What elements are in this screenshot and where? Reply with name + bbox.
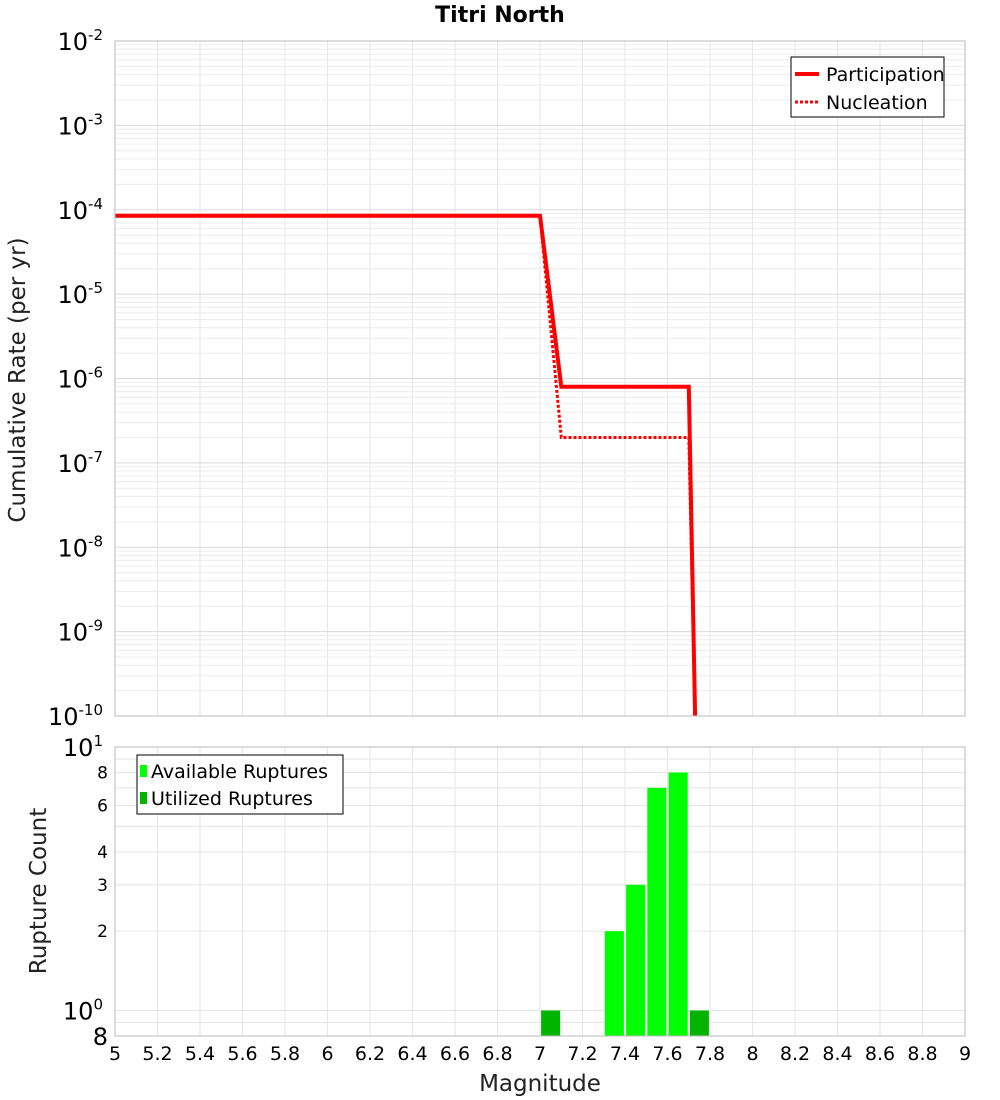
top-plot-frame xyxy=(114,40,966,717)
legend-box xyxy=(790,56,945,118)
x-tick-label: 8.6 xyxy=(865,1043,895,1065)
bar-utilized-ruptures xyxy=(689,1010,709,1036)
legend-label-nucleation: Nucleation xyxy=(826,92,928,114)
top-y-tick-label: 10-4 xyxy=(57,195,103,225)
x-tick-label: 5.2 xyxy=(142,1043,172,1065)
x-tick-label: 7.2 xyxy=(567,1043,597,1065)
tick-base: 10 xyxy=(63,734,94,762)
top-y-tick-label: 10-10 xyxy=(48,701,103,731)
x-tick-label: 8.4 xyxy=(822,1043,852,1065)
legend-label-utilized-ruptures: Utilized Ruptures xyxy=(151,788,313,810)
tick-exponent: -10 xyxy=(79,701,104,719)
legend-label-available-ruptures: Available Ruptures xyxy=(151,761,328,783)
bar-available-ruptures xyxy=(604,931,624,1036)
bottom-y-tick-label: 3 xyxy=(97,876,108,896)
tick-base: 3 xyxy=(97,876,108,896)
tick-base: 10 xyxy=(57,366,88,394)
bottom-y-tick-label: 101 xyxy=(63,732,103,762)
x-tick-label: 5.8 xyxy=(270,1043,300,1065)
tick-exponent: -6 xyxy=(88,364,103,382)
x-tick-label: 8 xyxy=(746,1043,758,1065)
x-tick-label: 7.4 xyxy=(610,1043,640,1065)
top-plot-series xyxy=(115,213,698,717)
bottom-legend: Available Ruptures Utilized Ruptures xyxy=(136,754,344,815)
bar-available-ruptures xyxy=(668,772,688,1036)
legend-label-participation: Participation xyxy=(826,64,945,86)
x-tick-label: 5.6 xyxy=(227,1043,257,1065)
tick-base: 10 xyxy=(57,534,88,562)
top-y-tick-label: 10-5 xyxy=(57,279,103,309)
tick-exponent: -2 xyxy=(88,26,103,44)
tick-base: 10 xyxy=(57,197,88,225)
x-tick-label: 7.6 xyxy=(652,1043,682,1065)
top-y-tick-labels: 10-210-310-410-510-610-710-810-910-10 xyxy=(48,26,103,731)
bottom-y-axis-label: Rupture Count xyxy=(26,808,52,974)
bottom-y-tick-label: 6 xyxy=(97,796,108,816)
tick-base: 10 xyxy=(57,112,88,140)
tick-exponent: 0 xyxy=(93,996,103,1014)
x-tick-label: 6.8 xyxy=(482,1043,512,1065)
x-tick-labels: 5 5.2 5.4 5.6 5.8 6 6.2 6.4 6.6 6.8 7 7.2 7.4 7.6 7.8 8… xyxy=(109,1043,971,1065)
bottom-y-tick-label: 8 xyxy=(97,764,108,784)
bottom-plot-bars xyxy=(541,772,709,1036)
tick-base: 10 xyxy=(63,998,94,1026)
tick-base: 10 xyxy=(57,281,88,309)
tick-exponent: -7 xyxy=(88,448,103,466)
x-tick-label: 8.8 xyxy=(907,1043,937,1065)
top-y-tick-label: 10-7 xyxy=(57,448,103,478)
tick-base: 2 xyxy=(97,922,108,942)
x-tick-label: 5.4 xyxy=(185,1043,215,1065)
tick-exponent: -3 xyxy=(88,110,103,128)
tick-base: 10 xyxy=(57,450,88,478)
tick-base: 10 xyxy=(48,703,79,731)
tick-exponent: -5 xyxy=(88,279,103,297)
x-tick-label: 7.8 xyxy=(695,1043,725,1065)
series-line-nucleation xyxy=(115,214,697,717)
legend-box xyxy=(136,754,344,815)
tick-base: 10 xyxy=(57,28,88,56)
x-tick-label: 5 xyxy=(109,1043,121,1065)
bottom-y-tick-label: 4 xyxy=(97,843,108,863)
tick-exponent: 1 xyxy=(93,732,103,750)
tick-base: 4 xyxy=(97,843,108,863)
bottom-plot-frame xyxy=(114,746,966,1037)
bar-utilized-ruptures xyxy=(541,1010,561,1036)
x-tick-label: 8.2 xyxy=(780,1043,810,1065)
bar-available-ruptures xyxy=(647,787,667,1036)
bottom-y-tick-label: 8 xyxy=(93,1023,108,1051)
top-y-tick-label: 10-9 xyxy=(57,617,103,647)
tick-base: 8 xyxy=(97,764,108,784)
chart-title: Titri North xyxy=(435,3,565,28)
x-tick-label: 6 xyxy=(321,1043,333,1065)
x-axis-label: Magnitude xyxy=(479,1071,601,1097)
series-line-participation xyxy=(115,213,698,717)
top-y-tick-label: 10-3 xyxy=(57,110,103,140)
bottom-y-tick-label: 2 xyxy=(97,922,108,942)
tick-exponent: -8 xyxy=(88,532,103,550)
legend-swatch-available-ruptures xyxy=(140,765,147,777)
top-y-tick-label: 10-6 xyxy=(57,364,103,394)
x-tick-label: 6.6 xyxy=(440,1043,470,1065)
tick-base: 8 xyxy=(93,1023,108,1051)
x-tick-label: 6.2 xyxy=(355,1043,385,1065)
top-legend: Participation Nucleation xyxy=(790,56,945,118)
tick-exponent: -4 xyxy=(88,195,103,213)
bar-available-ruptures xyxy=(626,884,646,1036)
bottom-y-tick-label: 100 xyxy=(63,996,103,1026)
x-tick-label: 6.4 xyxy=(397,1043,427,1065)
legend-swatch-utilized-ruptures xyxy=(140,792,147,804)
x-tick-label: 9 xyxy=(959,1043,971,1065)
top-y-axis-label: Cumulative Rate (per yr) xyxy=(5,237,31,522)
tick-exponent: -9 xyxy=(88,617,103,635)
top-y-tick-label: 10-2 xyxy=(57,26,103,56)
top-y-tick-label: 10-8 xyxy=(57,532,103,562)
top-gridlines xyxy=(114,41,966,717)
x-tick-label: 7 xyxy=(534,1043,546,1065)
tick-base: 6 xyxy=(97,796,108,816)
tick-base: 10 xyxy=(57,619,88,647)
